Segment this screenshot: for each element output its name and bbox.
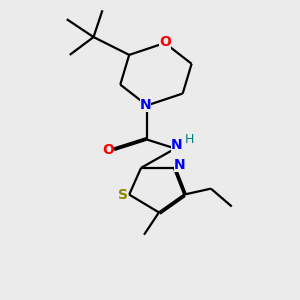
Text: O: O — [102, 143, 114, 157]
Text: H: H — [185, 133, 194, 146]
Text: S: S — [118, 188, 128, 202]
Text: N: N — [174, 158, 185, 172]
Text: O: O — [159, 34, 171, 49]
Text: N: N — [140, 98, 152, 112]
Text: N: N — [171, 138, 183, 152]
